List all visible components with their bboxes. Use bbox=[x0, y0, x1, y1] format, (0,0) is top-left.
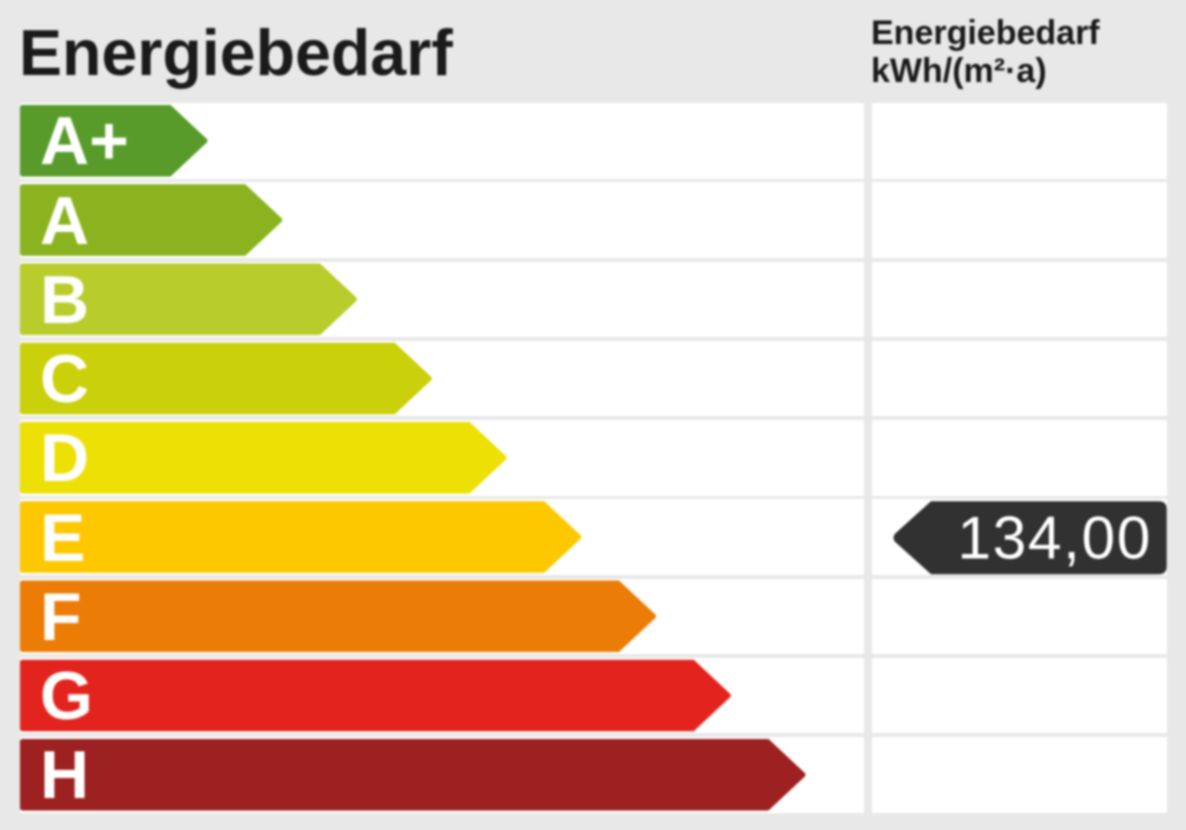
svg-text:134,00: 134,00 bbox=[957, 504, 1152, 572]
